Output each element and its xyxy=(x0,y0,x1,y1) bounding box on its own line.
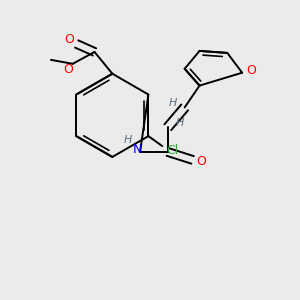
Text: H: H xyxy=(176,118,184,128)
Text: O: O xyxy=(64,32,74,46)
Text: N: N xyxy=(132,142,142,155)
Text: H: H xyxy=(169,98,177,108)
Text: H: H xyxy=(124,135,132,145)
Text: O: O xyxy=(63,63,73,76)
Text: Cl: Cl xyxy=(166,143,178,157)
Text: O: O xyxy=(246,64,256,77)
Text: O: O xyxy=(196,155,206,168)
